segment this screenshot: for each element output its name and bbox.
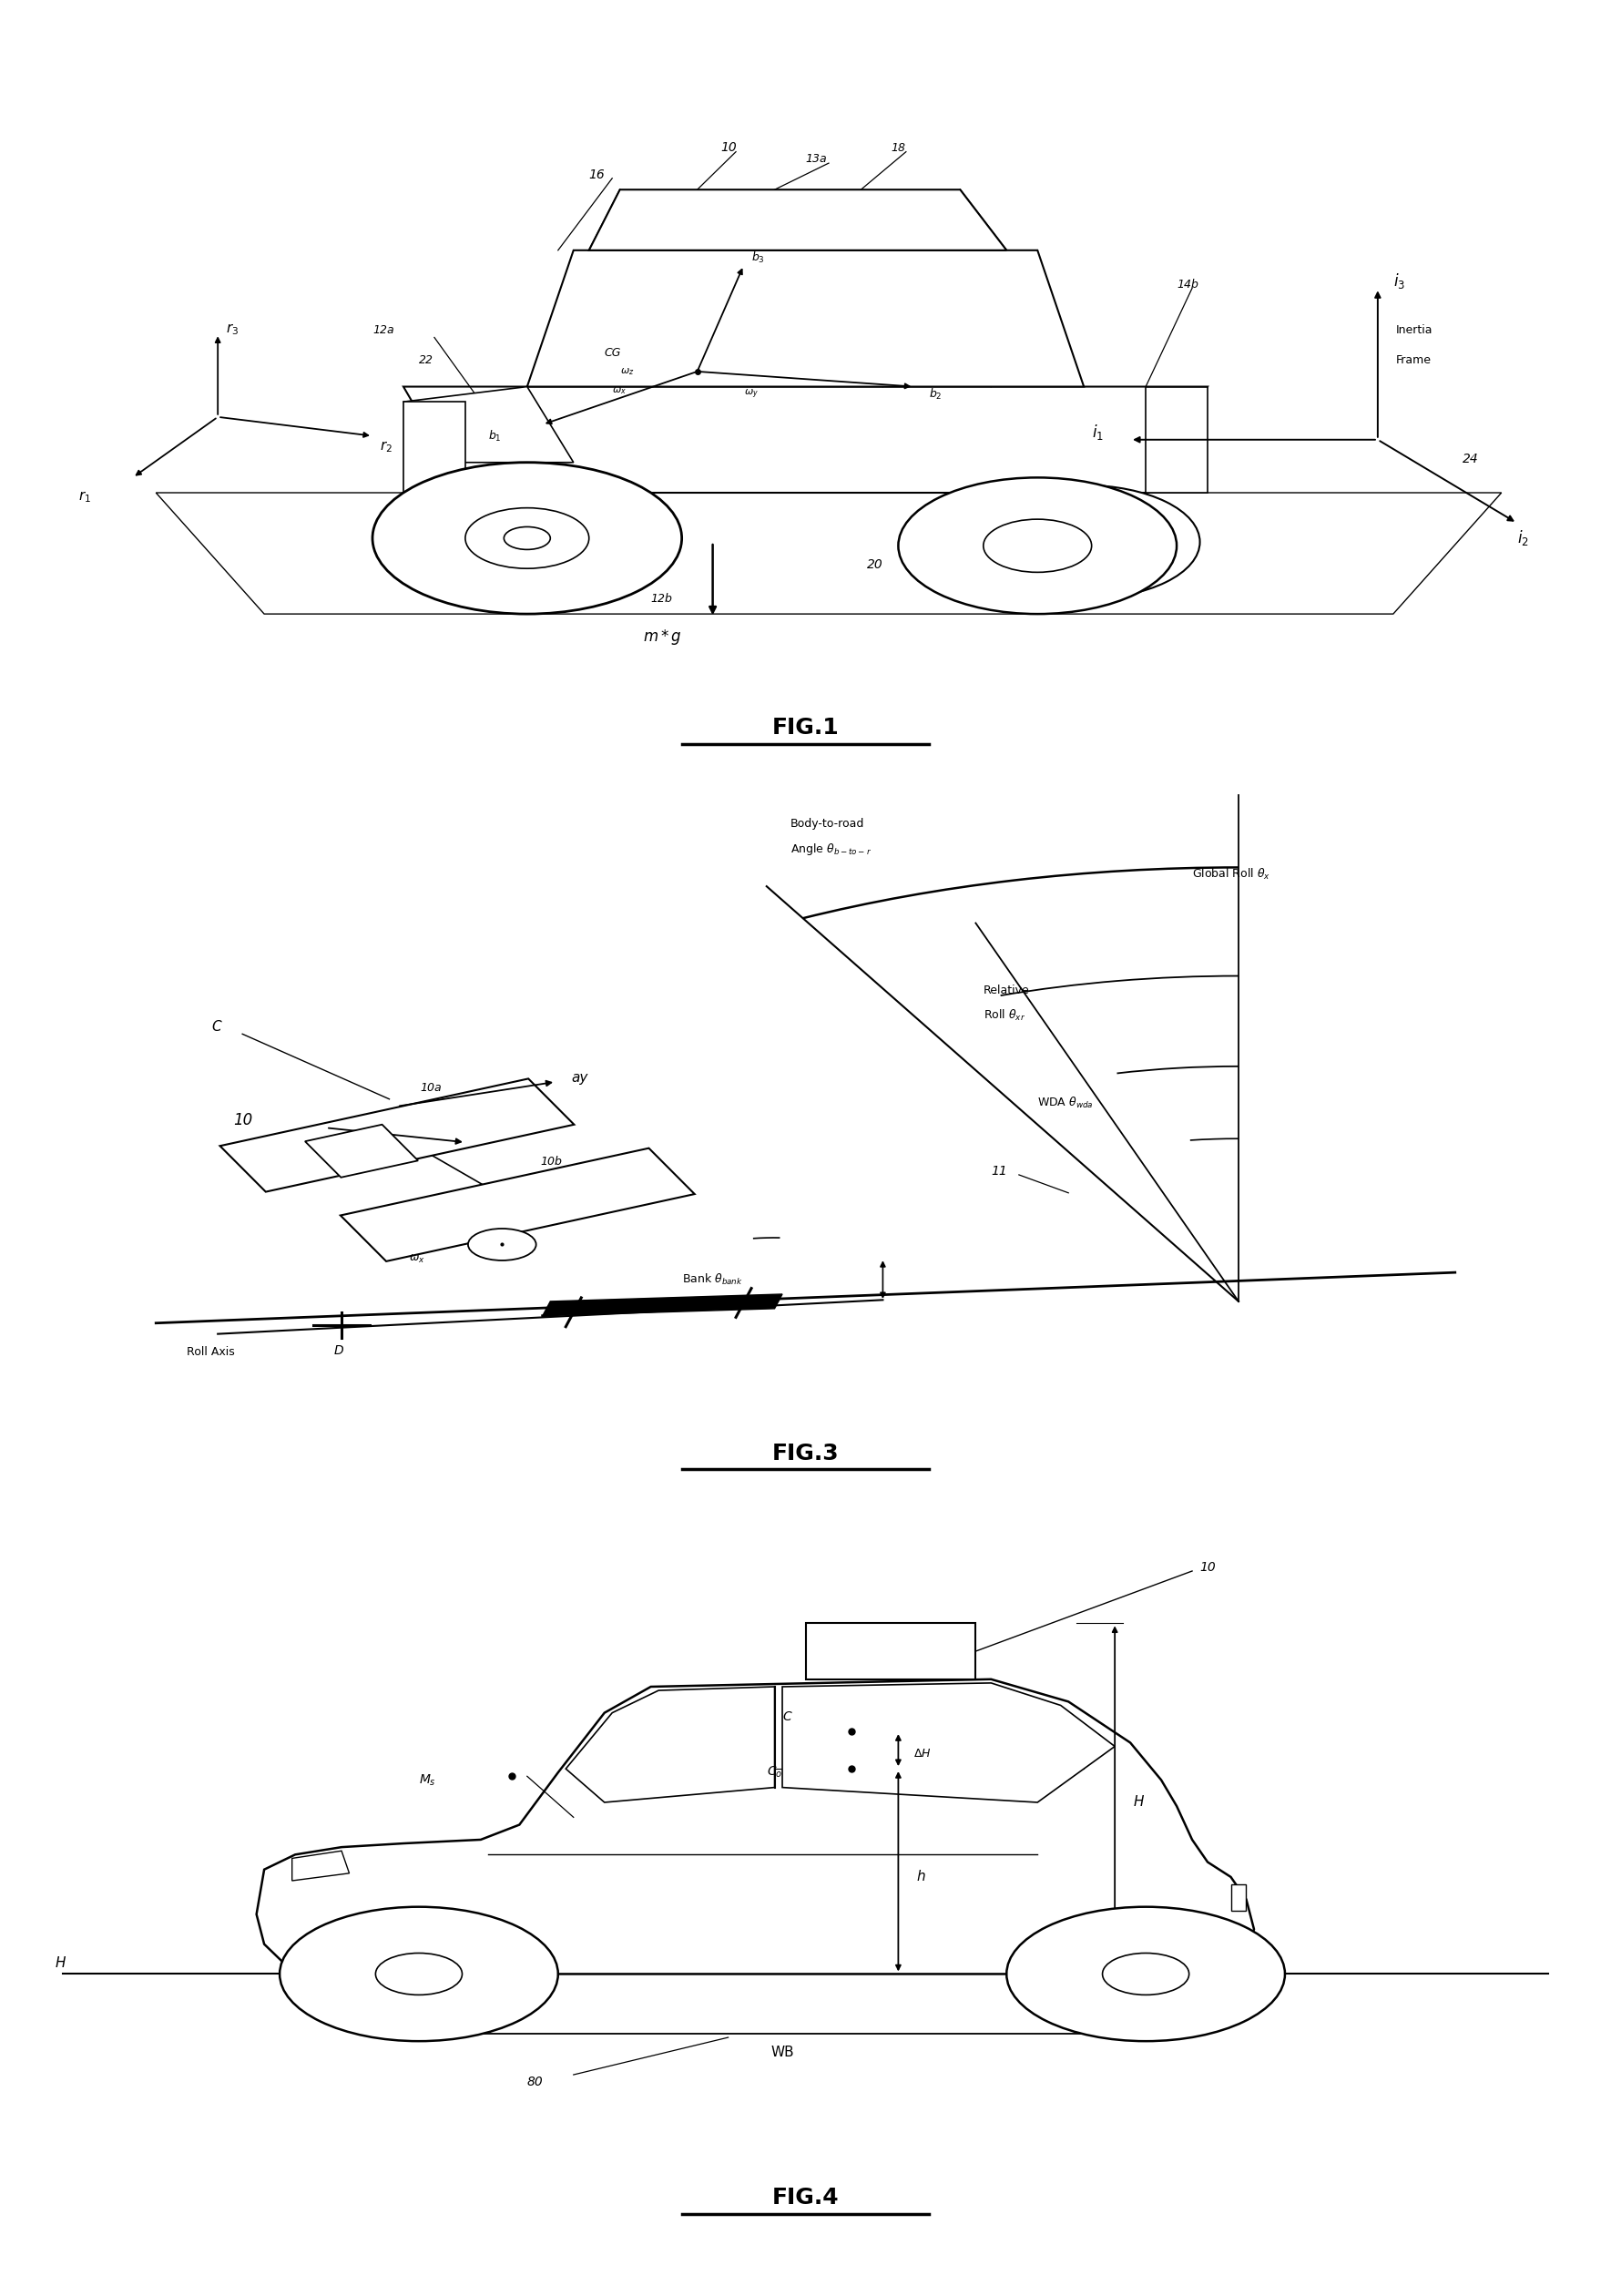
- Polygon shape: [527, 250, 1084, 386]
- Text: m: m: [316, 1141, 327, 1153]
- Text: $\Delta M$: $\Delta M$: [880, 1644, 902, 1658]
- Polygon shape: [292, 1851, 350, 1880]
- Text: C: C: [783, 1711, 791, 1722]
- Polygon shape: [806, 1623, 976, 1678]
- Text: 14a: 14a: [441, 569, 464, 581]
- Polygon shape: [403, 386, 1208, 494]
- Text: CG: CG: [604, 347, 622, 358]
- Circle shape: [1102, 1954, 1189, 1995]
- Text: 10b: 10b: [541, 1155, 562, 1166]
- Text: 14b: 14b: [1176, 278, 1199, 289]
- Text: 22: 22: [419, 354, 433, 365]
- Text: 10: 10: [1200, 1561, 1216, 1573]
- Text: $r_3$: $r_3$: [226, 321, 238, 338]
- Polygon shape: [565, 1688, 775, 1802]
- Circle shape: [466, 507, 590, 569]
- Text: H: H: [55, 1956, 66, 1970]
- Circle shape: [280, 1906, 557, 2041]
- Circle shape: [504, 526, 551, 549]
- Text: $i_2$: $i_2$: [1518, 528, 1529, 549]
- Polygon shape: [1231, 1885, 1247, 1910]
- Text: $b_2$: $b_2$: [930, 388, 942, 402]
- Text: H: H: [1134, 1795, 1144, 1809]
- Text: h: h: [917, 1871, 926, 1883]
- Text: $\omega_x$: $\omega_x$: [612, 386, 627, 395]
- Text: Roll Axis: Roll Axis: [187, 1345, 235, 1357]
- Text: Frame: Frame: [1397, 354, 1432, 365]
- Circle shape: [983, 519, 1092, 572]
- Text: FIG.4: FIG.4: [772, 2186, 839, 2209]
- Text: Inertia: Inertia: [1397, 324, 1434, 335]
- Text: Relative: Relative: [983, 985, 1029, 996]
- Text: 16: 16: [590, 168, 606, 181]
- Text: $i_3$: $i_3$: [1394, 271, 1405, 289]
- Text: FIG.3: FIG.3: [772, 1442, 839, 1465]
- Text: D: D: [333, 1343, 343, 1357]
- Polygon shape: [543, 1295, 783, 1316]
- Text: 10: 10: [234, 1111, 253, 1130]
- Text: $b_3$: $b_3$: [751, 250, 765, 264]
- Text: $r_1$: $r_1$: [79, 489, 92, 505]
- Text: FIG.1: FIG.1: [772, 716, 839, 739]
- Text: 11: 11: [991, 1164, 1007, 1178]
- Text: WDA $\theta_{wda}$: WDA $\theta_{wda}$: [1037, 1095, 1094, 1109]
- Polygon shape: [783, 1683, 1115, 1802]
- Polygon shape: [403, 386, 574, 461]
- Text: $\omega_y$: $\omega_y$: [744, 388, 759, 402]
- Text: $b_1$: $b_1$: [488, 429, 501, 443]
- Text: 18: 18: [891, 142, 905, 154]
- Circle shape: [968, 484, 1200, 599]
- Circle shape: [469, 1228, 536, 1261]
- Text: ay: ay: [570, 1072, 588, 1086]
- Text: 12b: 12b: [651, 592, 672, 604]
- Text: Roll $\theta_{xr}$: Roll $\theta_{xr}$: [983, 1008, 1025, 1024]
- Text: 80: 80: [527, 2076, 543, 2089]
- Text: 10a: 10a: [420, 1081, 441, 1095]
- Text: 24: 24: [1463, 452, 1479, 466]
- Polygon shape: [340, 1148, 694, 1261]
- Text: C: C: [211, 1019, 221, 1033]
- Text: WB: WB: [770, 2046, 794, 2060]
- Text: 12a: 12a: [372, 324, 395, 335]
- Circle shape: [375, 1954, 462, 1995]
- Text: $m*g$: $m*g$: [643, 627, 681, 645]
- Text: 10: 10: [720, 142, 736, 154]
- Polygon shape: [1145, 386, 1208, 494]
- Text: $\omega_x$: $\omega_x$: [409, 1254, 425, 1265]
- Polygon shape: [403, 402, 466, 494]
- Text: Body-to-road: Body-to-road: [789, 817, 863, 829]
- Text: Bank $\theta_{bank}$: Bank $\theta_{bank}$: [681, 1272, 743, 1288]
- Polygon shape: [256, 1678, 1253, 1975]
- Polygon shape: [590, 191, 1007, 250]
- Circle shape: [899, 478, 1176, 613]
- Text: 20: 20: [867, 558, 883, 572]
- Polygon shape: [221, 1079, 574, 1192]
- Circle shape: [1007, 1906, 1286, 2041]
- Text: 13b: 13b: [1054, 517, 1075, 528]
- Text: Global Roll $\theta_x$: Global Roll $\theta_x$: [1192, 868, 1271, 882]
- Circle shape: [372, 461, 681, 613]
- Text: $M_s$: $M_s$: [419, 1773, 437, 1789]
- Text: $C_o$: $C_o$: [767, 1766, 783, 1779]
- Text: 13a: 13a: [806, 154, 826, 165]
- Text: Angle $\theta_{b-to-r}$: Angle $\theta_{b-to-r}$: [789, 843, 872, 856]
- Text: $\Delta H$: $\Delta H$: [913, 1747, 931, 1759]
- Polygon shape: [304, 1125, 417, 1178]
- Text: $r_2$: $r_2$: [380, 439, 393, 455]
- Text: $\omega_z$: $\omega_z$: [620, 365, 635, 377]
- Text: $i_1$: $i_1$: [1092, 422, 1104, 441]
